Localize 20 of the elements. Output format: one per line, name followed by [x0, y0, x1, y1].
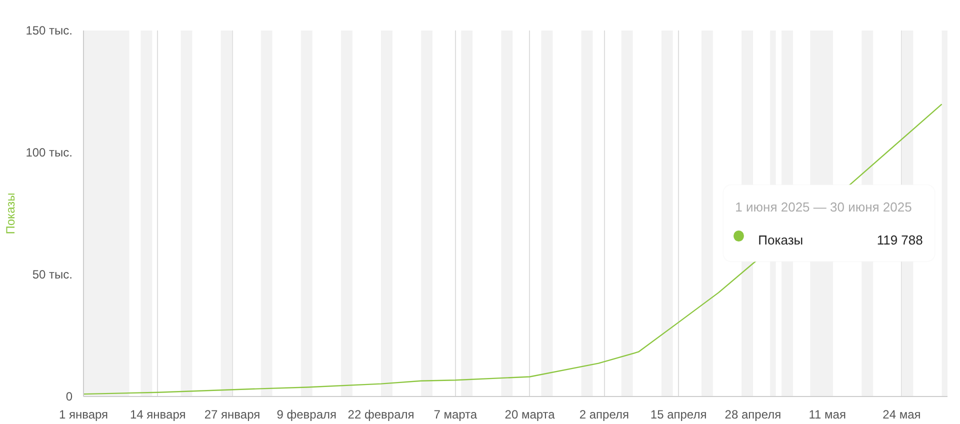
x-tick-label: 7 марта: [434, 408, 478, 422]
x-tick-label: 11 мая: [808, 408, 846, 422]
y-tick-label: 50 тыс.: [32, 268, 73, 282]
x-tick-label: 9 февраля: [276, 408, 337, 422]
x-tick-label: 20 марта: [504, 408, 556, 422]
x-tick-label: 24 мая: [882, 408, 921, 422]
annotation: 1 июня 2025 — 30 июня 2025: [735, 200, 912, 215]
x-tick-label: 1 января: [58, 408, 108, 422]
y-tick-label: 0: [66, 390, 73, 404]
legend-label: Показы: [758, 232, 804, 248]
y-tick-label: 150 тыс.: [26, 24, 72, 38]
x-tick-label: 14 января: [130, 408, 186, 422]
x-tick-label: 2 апреля: [579, 408, 630, 422]
y-tick-label: 100 тыс.: [26, 146, 72, 160]
x-tick-label: 22 февраля: [348, 408, 414, 422]
x-tick-label: 28 апреля: [724, 408, 782, 422]
y-axis-title: Показы: [4, 192, 18, 234]
annotation: 119 788: [876, 232, 923, 248]
x-tick-label: 27 января: [204, 408, 260, 422]
x-tick-label: 15 апреля: [650, 408, 707, 422]
